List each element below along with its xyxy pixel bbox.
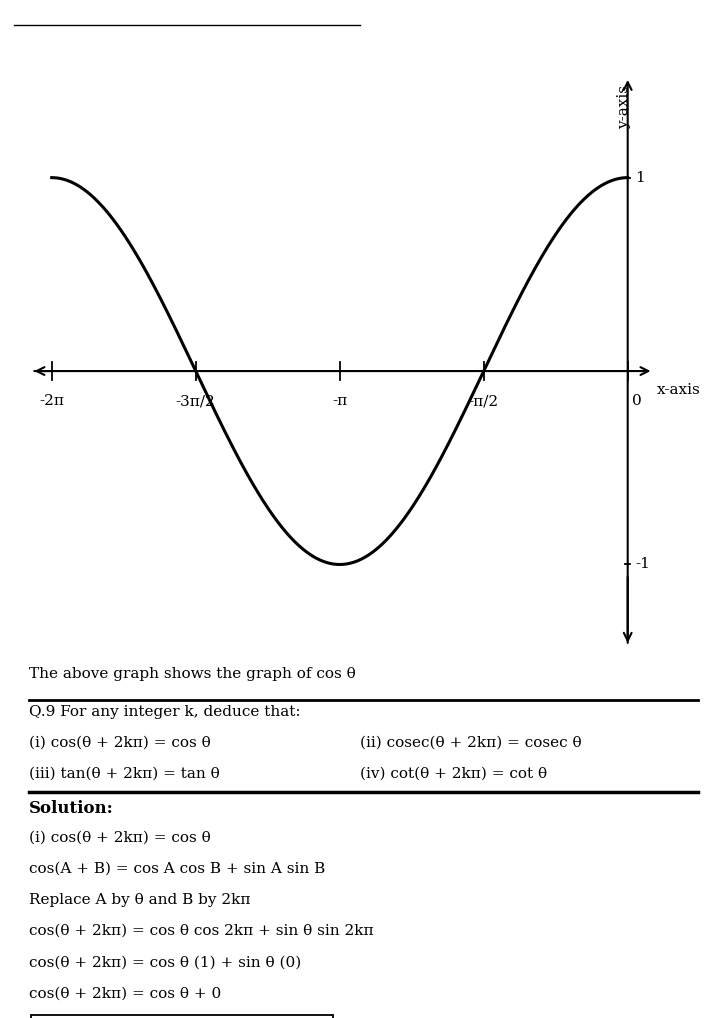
Text: x-axis: x-axis (657, 384, 701, 397)
Text: cos(θ + 2kπ) = cos θ cos 2kπ + sin θ sin 2kπ: cos(θ + 2kπ) = cos θ cos 2kπ + sin θ sin… (29, 924, 374, 939)
Text: -2π: -2π (39, 394, 64, 408)
Text: Replace A by θ and B by 2kπ: Replace A by θ and B by 2kπ (29, 893, 251, 907)
Text: 0: 0 (632, 394, 642, 408)
Text: y-axis: y-axis (617, 84, 631, 129)
Text: -π/2: -π/2 (469, 394, 499, 408)
Text: (i) cos(θ + 2kπ) = cos θ: (i) cos(θ + 2kπ) = cos θ (29, 736, 210, 750)
Text: (iv) cot(θ + 2kπ) = cot θ: (iv) cot(θ + 2kπ) = cot θ (360, 767, 547, 781)
Text: 1: 1 (635, 171, 645, 184)
Text: Q.9 For any integer k, deduce that:: Q.9 For any integer k, deduce that: (29, 705, 300, 720)
Text: -3π/2: -3π/2 (176, 394, 215, 408)
Text: cos(θ + 2kπ) = cos θ + 0: cos(θ + 2kπ) = cos θ + 0 (29, 986, 221, 1001)
Text: -1: -1 (635, 558, 650, 571)
Text: (i) cos(θ + 2kπ) = cos θ: (i) cos(θ + 2kπ) = cos θ (29, 831, 210, 845)
Text: -π: -π (332, 394, 347, 408)
Text: Solution:: Solution: (29, 800, 114, 817)
Text: The above graph shows the graph of cos θ: The above graph shows the graph of cos θ (29, 667, 356, 681)
Text: cos(A + B) = cos A cos B + sin A sin B: cos(A + B) = cos A cos B + sin A sin B (29, 862, 325, 875)
Text: cos(θ + 2kπ) = cos θ (1) + sin θ (0): cos(θ + 2kπ) = cos θ (1) + sin θ (0) (29, 955, 301, 969)
Text: (iii) tan(θ + 2kπ) = tan θ: (iii) tan(θ + 2kπ) = tan θ (29, 767, 220, 781)
Text: (ii) cosec(θ + 2kπ) = cosec θ: (ii) cosec(θ + 2kπ) = cosec θ (360, 736, 582, 750)
